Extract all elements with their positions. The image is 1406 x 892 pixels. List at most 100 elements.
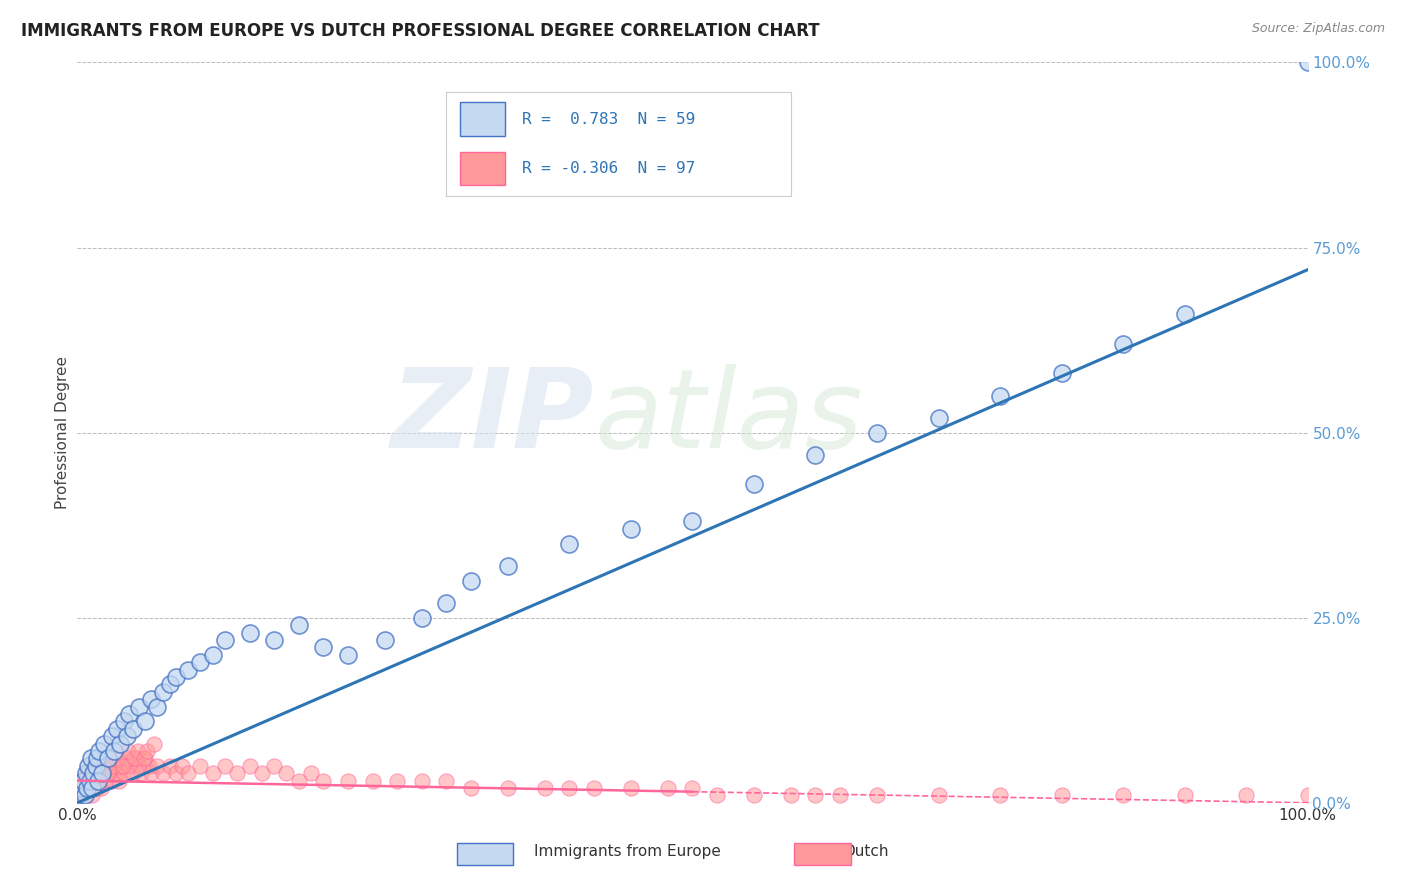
Point <box>201 766 224 780</box>
Point <box>436 773 458 788</box>
Point <box>79 773 101 788</box>
Point <box>385 773 409 788</box>
Point <box>75 766 97 780</box>
Point <box>125 751 148 765</box>
Point <box>866 789 889 803</box>
Point <box>558 536 581 550</box>
Point <box>82 766 104 780</box>
Point <box>165 766 187 780</box>
Point <box>86 766 108 780</box>
Point <box>170 758 193 772</box>
Point <box>1050 367 1073 381</box>
Point <box>988 789 1011 803</box>
Point <box>87 758 110 772</box>
Point <box>128 699 150 714</box>
Point <box>90 780 112 795</box>
Point <box>72 773 94 788</box>
Point <box>1234 789 1257 803</box>
Point <box>250 766 273 780</box>
Point <box>76 780 98 795</box>
Point <box>299 766 322 780</box>
Point <box>70 789 93 803</box>
Point <box>70 780 93 795</box>
Point <box>411 773 433 788</box>
Point <box>1174 789 1197 803</box>
Point <box>67 789 90 803</box>
Point <box>134 714 156 729</box>
Point <box>97 766 120 780</box>
Point <box>132 751 155 765</box>
Point <box>107 751 129 765</box>
Point <box>82 789 104 803</box>
Text: Immigrants from Europe: Immigrants from Europe <box>534 845 721 859</box>
Point <box>118 706 141 721</box>
Point <box>115 729 138 743</box>
Point <box>82 773 104 788</box>
Point <box>93 773 115 788</box>
Point <box>436 596 458 610</box>
Point <box>70 773 93 788</box>
Point <box>98 766 121 780</box>
Point <box>742 477 765 491</box>
Point <box>288 618 311 632</box>
Point <box>112 714 135 729</box>
Point <box>496 558 519 573</box>
Point <box>77 766 100 780</box>
Point <box>263 632 285 647</box>
Point <box>69 789 91 803</box>
Point <box>105 766 128 780</box>
Point <box>312 640 335 655</box>
Point <box>73 789 96 803</box>
Point <box>101 773 124 788</box>
Point <box>70 780 93 795</box>
Point <box>152 685 174 699</box>
Point <box>73 773 96 788</box>
Point <box>804 448 827 462</box>
Point <box>214 758 236 772</box>
Point <box>77 758 100 772</box>
Point <box>111 758 134 772</box>
Point <box>1174 307 1197 321</box>
Point <box>188 758 212 772</box>
Point <box>87 773 110 788</box>
Point <box>1112 789 1135 803</box>
Point <box>76 766 98 780</box>
Point <box>411 610 433 624</box>
Point <box>804 789 827 803</box>
Point <box>91 758 114 772</box>
Point <box>73 789 96 803</box>
Point <box>79 780 101 795</box>
Point <box>82 766 104 780</box>
Point <box>866 425 889 440</box>
Point <box>928 789 950 803</box>
Point <box>117 744 139 758</box>
Point <box>141 692 163 706</box>
Point <box>84 758 107 772</box>
Point <box>80 751 103 765</box>
Point <box>361 773 384 788</box>
Point <box>152 766 174 780</box>
Point <box>374 632 396 647</box>
Point <box>337 648 360 662</box>
Point <box>312 773 335 788</box>
Point <box>682 515 704 529</box>
Point <box>103 744 125 758</box>
Point <box>558 780 581 795</box>
Point <box>127 744 149 758</box>
Point <box>76 780 98 795</box>
Point <box>75 773 97 788</box>
Point <box>780 789 803 803</box>
Point <box>460 780 482 795</box>
Point <box>122 751 145 765</box>
Point <box>239 758 262 772</box>
Point <box>72 780 94 795</box>
Point <box>90 766 114 780</box>
Point <box>134 751 156 765</box>
Point <box>534 780 557 795</box>
Point <box>121 722 143 736</box>
Point <box>742 789 765 803</box>
Point <box>276 766 298 780</box>
Point <box>89 744 111 758</box>
Point <box>103 758 125 772</box>
Point <box>682 780 704 795</box>
